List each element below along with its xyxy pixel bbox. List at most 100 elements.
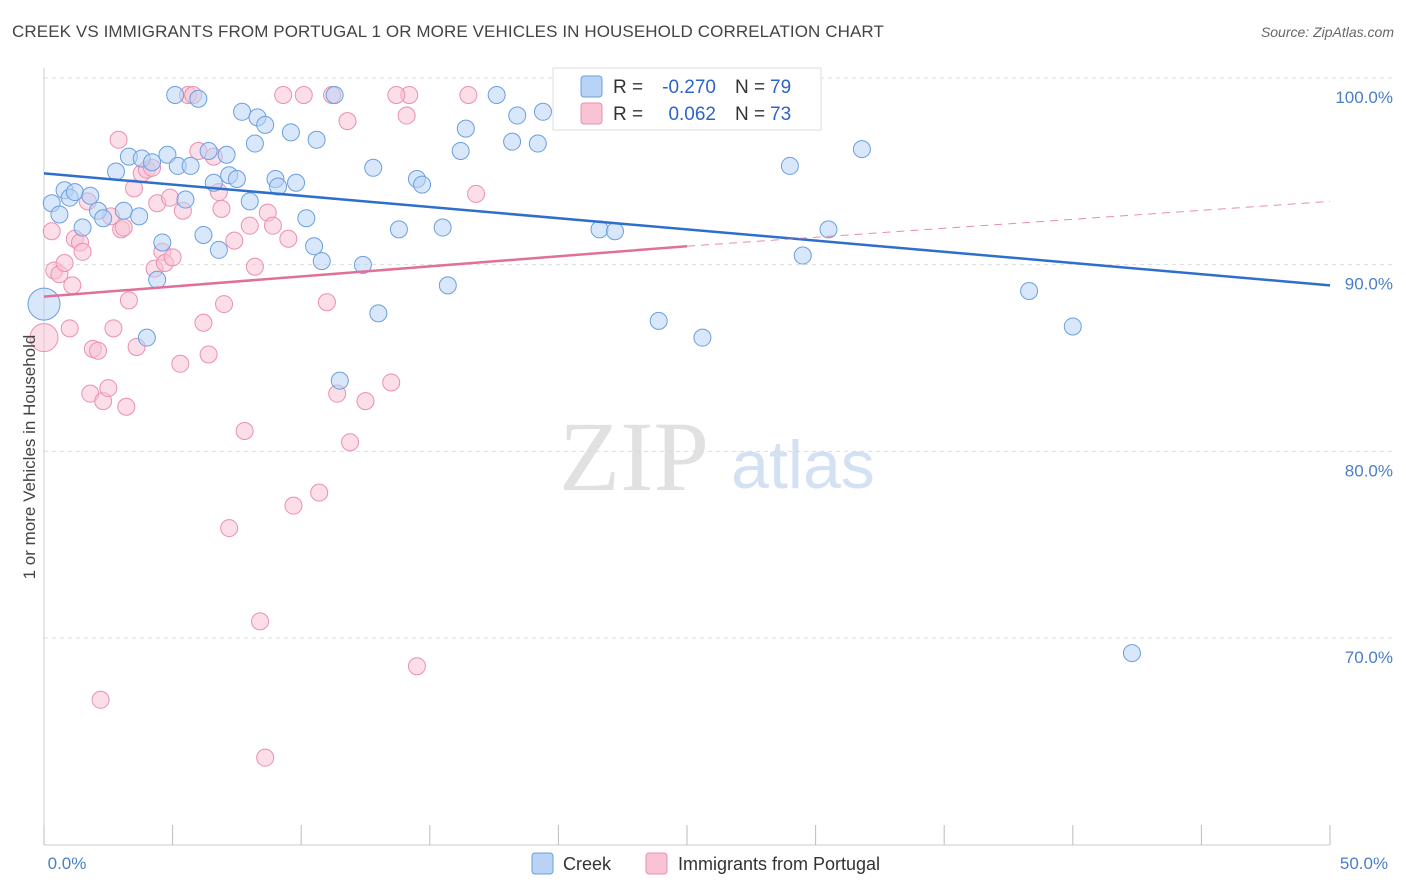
portugal-point	[104, 319, 123, 338]
creek-point	[143, 153, 162, 172]
portugal-point	[117, 397, 136, 416]
portugal-point	[29, 323, 59, 353]
creek-point	[528, 134, 547, 153]
portugal-point	[356, 392, 375, 411]
portugal-point	[382, 373, 401, 392]
creek-point	[780, 156, 799, 175]
creek-trend-line	[43, 172, 1331, 287]
creek-point	[649, 311, 668, 330]
portugal-point	[338, 112, 357, 131]
creek-point	[240, 192, 259, 211]
creek-point	[94, 209, 113, 228]
creek-point	[325, 86, 344, 104]
portugal-n-value: 73	[770, 104, 791, 125]
portugal-point	[225, 231, 244, 250]
portugal-point	[467, 184, 486, 203]
portugal-point	[341, 433, 360, 452]
portugal-point	[73, 242, 92, 261]
portugal-point	[240, 216, 259, 235]
portugal-point	[125, 179, 144, 198]
portugal-point	[220, 519, 239, 538]
creek-point	[1020, 282, 1039, 300]
series-legend-portugal: Immigrants from Portugal	[678, 854, 880, 874]
creek-point	[256, 115, 275, 134]
portugal-point	[274, 86, 293, 104]
creek-point	[50, 205, 69, 224]
portugal-point	[256, 748, 275, 767]
creek-point	[438, 276, 457, 295]
creek-point	[793, 246, 812, 265]
creek-n-value: 79	[770, 77, 791, 98]
creek-points	[27, 86, 1141, 663]
portugal-point	[387, 86, 406, 104]
creek-point	[693, 328, 712, 347]
creek-point	[312, 252, 331, 271]
portugal-point	[199, 345, 218, 364]
creek-point	[1063, 317, 1082, 336]
creek-point	[487, 86, 506, 104]
portugal-point	[215, 295, 234, 314]
portugal-point	[284, 496, 303, 515]
portugal-point	[194, 313, 213, 332]
creek-point	[852, 140, 871, 159]
portugal-point	[397, 106, 416, 125]
creek-point	[81, 186, 100, 205]
creek-point	[73, 218, 92, 237]
y-tick-label-90: 90.0%	[1345, 275, 1393, 294]
creek-point	[503, 132, 522, 151]
creek-point	[194, 226, 213, 244]
series-legend-swatch-creek	[531, 852, 554, 875]
trend-lines	[43, 172, 1331, 298]
portugal-point	[294, 86, 313, 104]
portugal-point	[407, 657, 426, 676]
creek-point	[153, 233, 172, 252]
creek-point	[287, 173, 306, 192]
portugal-trend-line	[43, 244, 688, 298]
creek-point	[107, 162, 126, 181]
portugal-point	[99, 379, 118, 398]
creek-point	[189, 89, 208, 108]
creek-point	[605, 222, 624, 241]
y-tick-label-100: 100.0%	[1335, 88, 1393, 107]
creek-point	[137, 328, 156, 347]
portugal-point	[55, 254, 74, 272]
portugal-point	[42, 222, 61, 241]
creek-point	[227, 170, 246, 188]
creek-r-value: -0.270	[662, 77, 716, 98]
creek-point	[166, 86, 185, 104]
portugal-r-label: R =	[613, 104, 643, 125]
creek-point	[148, 270, 167, 289]
creek-point	[158, 145, 177, 164]
portugal-point	[263, 216, 282, 235]
portugal-point	[63, 276, 82, 295]
portugal-point	[89, 341, 108, 360]
creek-point	[433, 218, 452, 237]
portugal-trend-extension	[686, 200, 1331, 247]
creek-point	[209, 240, 228, 259]
source-label: Source: ZipAtlas.com	[1260, 24, 1394, 40]
portugal-point	[171, 354, 190, 373]
creek-point	[456, 119, 475, 138]
portugal-point	[161, 188, 180, 207]
series-legend-swatch-portugal	[645, 852, 668, 875]
portugal-point	[251, 612, 270, 631]
portugal-point	[91, 690, 110, 709]
creek-point	[451, 142, 470, 160]
portugal-point	[310, 483, 329, 502]
x-tick-label-max: 50.0%	[1340, 854, 1388, 873]
creek-point	[307, 130, 326, 149]
creek-point	[819, 220, 838, 239]
legend-swatch-portugal	[580, 102, 603, 125]
creek-point	[1122, 644, 1141, 663]
creek-point	[297, 209, 316, 228]
y-axis-label: 1 or more Vehicles in Household	[20, 335, 39, 580]
creek-point	[130, 207, 149, 226]
portugal-point	[212, 199, 231, 218]
creek-point	[233, 102, 252, 121]
portugal-point	[163, 248, 182, 267]
creek-point	[533, 102, 552, 121]
gridlines	[44, 77, 1392, 639]
creek-point	[508, 106, 527, 125]
creek-point	[114, 201, 133, 220]
